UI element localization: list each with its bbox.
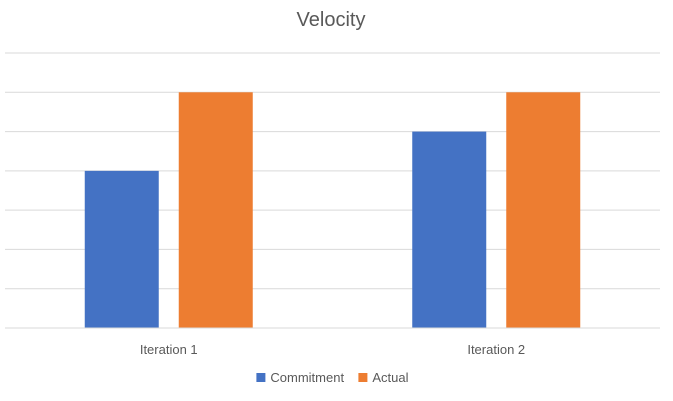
- legend: Commitment Actual: [256, 370, 409, 385]
- bar-actual-2: [506, 92, 581, 329]
- x-tick-label: Iteration 1: [140, 342, 198, 357]
- legend-label-commitment: Commitment: [270, 370, 344, 385]
- legend-swatch-commitment: [256, 373, 266, 382]
- legend-label-actual: Actual: [372, 370, 408, 385]
- bar-actual-1: [178, 92, 253, 329]
- x-tick-label: Iteration 2: [467, 342, 525, 357]
- bar-commitment-1: [84, 170, 159, 328]
- legend-swatch-actual: [358, 373, 368, 382]
- x-tick-labels: Iteration 1 Iteration 2: [140, 342, 525, 357]
- bar-commitment-2: [412, 131, 487, 328]
- chart-title: Velocity: [297, 9, 366, 31]
- bars: [84, 92, 581, 329]
